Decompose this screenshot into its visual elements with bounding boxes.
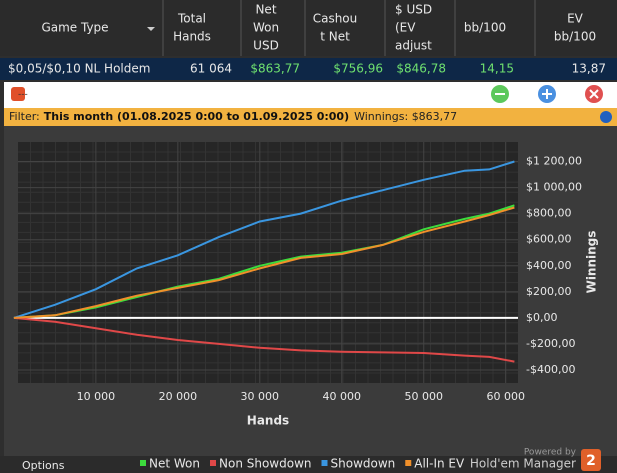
column-header[interactable]: Cashou <box>313 12 358 26</box>
window-bar <box>4 82 617 108</box>
cross <box>589 89 599 99</box>
footer <box>0 456 617 473</box>
powered-by: Powered by <box>524 448 577 458</box>
x-axis-title: Hands <box>247 414 289 428</box>
options-button[interactable]: Options <box>22 459 65 472</box>
app-icon <box>11 87 25 101</box>
column-header[interactable]: Hands <box>173 30 211 44</box>
y-tick-label: $400,00 <box>526 259 572 272</box>
series-line <box>13 316 515 363</box>
legend-swatch <box>140 460 146 466</box>
y-tick-label: $200,00 <box>526 285 572 298</box>
column-header[interactable]: (EV <box>395 21 416 35</box>
x-tick-label: 20 000 <box>159 390 198 403</box>
column-header[interactable]: bb/100 <box>464 21 506 35</box>
legend-label[interactable]: All-In EV <box>414 457 465 471</box>
table-header <box>0 0 617 56</box>
brand-logo <box>581 449 601 471</box>
y-tick-label: $1 000,00 <box>526 181 582 194</box>
series-line <box>13 204 515 319</box>
column-header[interactable]: bb/100 <box>554 30 596 44</box>
x-tick-label: 60 000 <box>486 390 525 403</box>
y-tick-label: $800,00 <box>526 207 572 220</box>
column-header[interactable]: Game Type <box>41 21 108 35</box>
y-tick-label: $1 200,00 <box>526 155 582 168</box>
x-tick-label: 50 000 <box>404 390 443 403</box>
table-cell: 13,87 <box>572 62 606 76</box>
column-header[interactable]: Net <box>255 3 276 17</box>
column-header[interactable]: Won <box>253 21 279 35</box>
legend-swatch <box>210 460 216 466</box>
filter-value: This month (01.08.2025 0:00 to 01.09.202… <box>44 110 349 123</box>
x-tick-label: 40 000 <box>323 390 362 403</box>
legend-label[interactable]: Non Showdown <box>219 457 312 471</box>
help-button[interactable] <box>600 111 612 123</box>
table-cell: $846,78 <box>396 62 446 76</box>
y-tick-label: $600,00 <box>526 233 572 246</box>
plus <box>542 89 552 99</box>
column-header[interactable]: $ USD <box>395 3 432 17</box>
brand-name: Hold'em Manager <box>470 457 576 471</box>
table-row[interactable] <box>0 58 617 80</box>
table-cell: $863,77 <box>250 62 300 76</box>
y-tick-label: -$400,00 <box>526 363 575 376</box>
minus <box>495 93 505 95</box>
series-line <box>13 206 515 319</box>
sort-arrow[interactable] <box>147 27 155 31</box>
column-header[interactable]: t Net <box>320 30 350 44</box>
y-tick-label: -$200,00 <box>526 337 575 350</box>
filter-winnings: Winnings: $863,77 <box>354 110 457 123</box>
filter-bar <box>4 108 617 126</box>
legend-swatch <box>405 460 412 466</box>
column-header[interactable]: EV <box>567 12 584 26</box>
filter-label: Filter: <box>9 110 40 123</box>
table-cell: 61 064 <box>190 62 232 76</box>
y-tick-label: $0,00 <box>526 311 558 324</box>
table-cell: $0,05/$0,10 NL Holdem <box>8 62 150 76</box>
legend-label[interactable]: Net Won <box>149 457 200 471</box>
y-axis-title: Winnings <box>585 231 599 294</box>
column-header[interactable]: Total <box>177 12 206 26</box>
brand-logo-text: 2 <box>586 453 596 469</box>
table-cell: 14,15 <box>480 62 514 76</box>
legend-swatch <box>321 460 328 466</box>
table-cell: $756,96 <box>333 62 383 76</box>
series-line <box>13 160 515 319</box>
column-header[interactable]: adjust <box>395 39 432 53</box>
window-title: --- <box>18 90 28 100</box>
column-header[interactable]: USD <box>253 39 279 53</box>
x-tick-label: 10 000 <box>77 390 116 403</box>
x-tick-label: 30 000 <box>241 390 280 403</box>
legend-label[interactable]: Showdown <box>331 457 396 471</box>
